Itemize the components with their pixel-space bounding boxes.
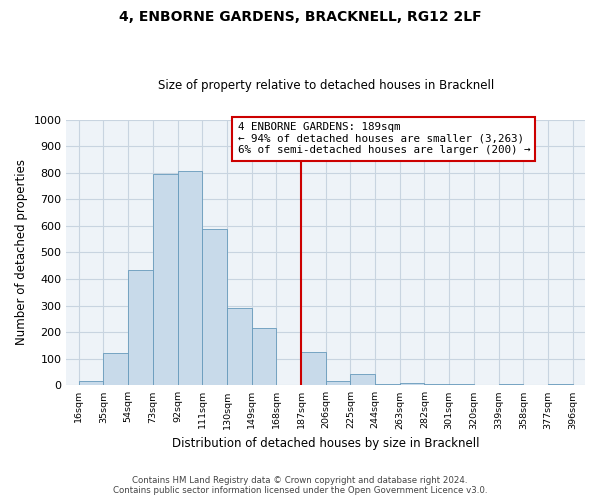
Bar: [79, 382, 103, 386]
Bar: [153, 174, 178, 386]
Title: Size of property relative to detached houses in Bracknell: Size of property relative to detached ho…: [158, 79, 494, 92]
Bar: [499, 384, 523, 386]
Bar: [103, 354, 128, 386]
Bar: [375, 384, 400, 386]
Y-axis label: Number of detached properties: Number of detached properties: [15, 160, 28, 346]
Bar: [326, 382, 350, 386]
Text: Contains HM Land Registry data © Crown copyright and database right 2024.
Contai: Contains HM Land Registry data © Crown c…: [113, 476, 487, 495]
Bar: [227, 308, 251, 386]
Bar: [301, 352, 326, 386]
Bar: [449, 384, 474, 386]
Bar: [548, 384, 572, 386]
Bar: [128, 270, 153, 386]
Bar: [350, 374, 375, 386]
Bar: [202, 228, 227, 386]
Text: 4, ENBORNE GARDENS, BRACKNELL, RG12 2LF: 4, ENBORNE GARDENS, BRACKNELL, RG12 2LF: [119, 10, 481, 24]
Text: 4 ENBORNE GARDENS: 189sqm
← 94% of detached houses are smaller (3,263)
6% of sem: 4 ENBORNE GARDENS: 189sqm ← 94% of detac…: [238, 122, 530, 156]
Bar: [251, 328, 277, 386]
Bar: [400, 382, 424, 386]
Bar: [178, 172, 202, 386]
X-axis label: Distribution of detached houses by size in Bracknell: Distribution of detached houses by size …: [172, 437, 479, 450]
Bar: [424, 384, 449, 386]
